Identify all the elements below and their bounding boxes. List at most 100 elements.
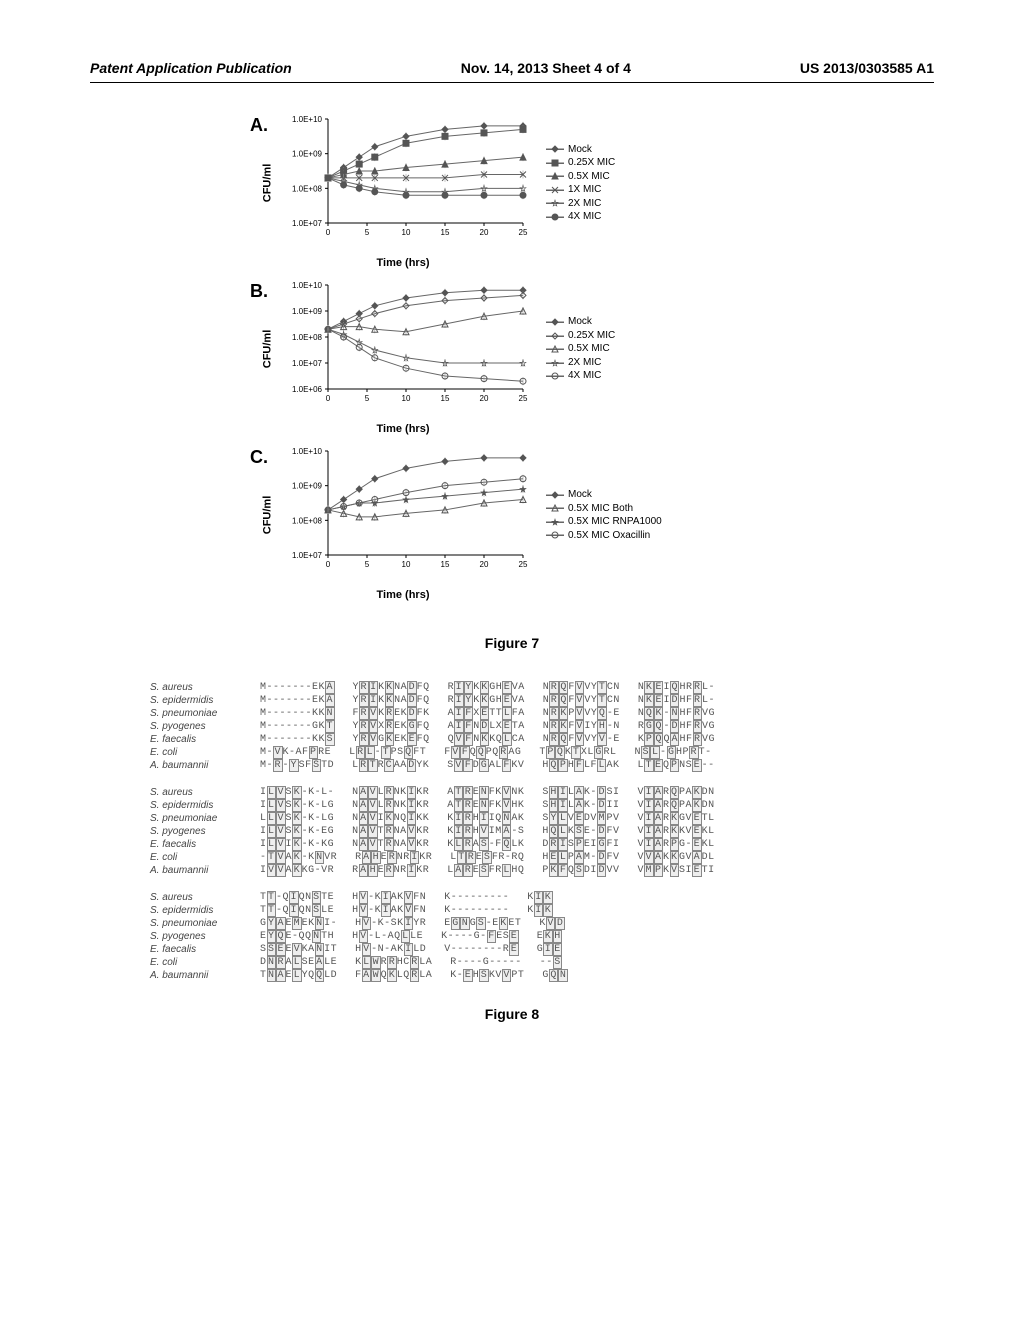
sequence-segment: GYAEMEKNI-	[260, 917, 337, 930]
alignment-row: E. faecalisSSEEVKANITHV-N-AKILDV--------…	[150, 943, 934, 956]
alignment-row: A. baumanniiTNAELYQQLDFAWQKLQRLAK-EHSKVV…	[150, 969, 934, 982]
x-axis-label: Time (hrs)	[377, 589, 430, 601]
sequence-segment: HELPAM-DFV	[542, 851, 619, 864]
chart-legend: Mock 0.5X MIC Both 0.5X MIC RNPA1000	[546, 488, 706, 542]
alignment-row: E. faecalisM-------KKSYRVGKEKEFQQVFNKKQL…	[150, 733, 934, 746]
sequence-segment: NAVLRNKIKR	[352, 799, 429, 812]
species-label: A. baumannii	[150, 969, 260, 982]
species-label: E. coli	[150, 746, 260, 759]
sequence-segment: RAHERNRIKR	[355, 851, 432, 864]
sequence-segment: VIARKKVEKL	[637, 825, 714, 838]
species-label: S. pneumoniae	[150, 812, 260, 825]
sequence-segment: NRQFVVYV-E	[543, 733, 620, 746]
species-label: S. aureus	[150, 891, 260, 904]
y-axis-label: CFU/ml	[261, 496, 273, 535]
svg-text:15: 15	[441, 228, 450, 237]
sequence-segment: LARESFRLHQ	[447, 864, 524, 877]
alignment-row: S. pyogenesM-------GKTYRVXREKGFQAIFNDLXE…	[150, 720, 934, 733]
sequence-segment: TPQKTXLGRL	[539, 746, 616, 759]
sequence-segment: KLWRRHCRLA	[355, 956, 432, 969]
alignment-row: S. aureusILVSK-K-L-NAVLRNKIKRATRENFKVNKS…	[150, 786, 934, 799]
y-axis-label: CFU/ml	[261, 164, 273, 203]
page: Patent Application Publication Nov. 14, …	[0, 0, 1024, 1320]
panel-label: A.	[250, 113, 278, 136]
legend-marker-icon	[546, 172, 564, 180]
species-label: S. aureus	[150, 786, 260, 799]
species-label: E. coli	[150, 956, 260, 969]
sequence-segment: EYQE-QQNTH	[260, 930, 334, 943]
legend-label: 2X MIC	[568, 356, 601, 370]
legend-label: Mock	[568, 315, 592, 329]
svg-text:10: 10	[402, 394, 411, 403]
sequence-segment: SYLVEDVMPV	[542, 812, 619, 825]
sequence-segment: M-------KKN	[260, 707, 335, 720]
sequence-segment: LRTRCAADYK	[352, 759, 429, 772]
species-label: S. pyogenes	[150, 930, 260, 943]
legend-item: 0.25X MIC	[546, 329, 706, 343]
alignment-row: S. pneumoniaeLLVSK-K-LGNAVIKNQIKKKIRHIIQ…	[150, 812, 934, 825]
legend-label: 2X MIC	[568, 197, 601, 211]
chart-plot: 1.0E+101.0E+091.0E+081.0E+071.0E+0605101…	[278, 279, 528, 419]
svg-text:25: 25	[519, 228, 528, 237]
chart-plot: 1.0E+101.0E+091.0E+081.0E+070510152025 C…	[278, 445, 528, 585]
species-label: S. aureus	[150, 681, 260, 694]
species-label: S. epidermidis	[150, 694, 260, 707]
sequence-segment: KIRHVIMA-S	[447, 825, 524, 838]
sequence-segment: M-------EKA	[260, 694, 335, 707]
sequence-segment: VVAKKGVADL	[637, 851, 714, 864]
sequence-segment: LTRESFR-RQ	[450, 851, 524, 864]
sequence-segment: NKEIQHRRL-	[638, 681, 715, 694]
chart-plot: 1.0E+101.0E+091.0E+081.0E+070510152025 C…	[278, 113, 528, 253]
svg-text:5: 5	[365, 560, 370, 569]
sequence-segment: VIARPG-EKL	[637, 838, 714, 851]
sequence-segment: QVFNKKQLCA	[448, 733, 525, 746]
alignment-row: E. coliM-VK-AFPRELRL-TPSQFTFVFQQPQRAGTPQ…	[150, 746, 934, 759]
sequence-segment: TNAELYQQLD	[260, 969, 337, 982]
species-label: E. faecalis	[150, 733, 260, 746]
sequence-segment: ILVIK-K-KG	[260, 838, 334, 851]
alignment-row: S. pyogenesILVSK-K-EGNAVTRNAVKRKIRHVIMA-…	[150, 825, 934, 838]
alignment-row: S. aureusM-------EKAYRIKKNADFQRIYKKGHEVA…	[150, 681, 934, 694]
svg-text:1.0E+08: 1.0E+08	[292, 516, 323, 525]
sequence-segment: RIYKKGHEVA	[448, 681, 525, 694]
figure-8: S. aureusM-------EKAYRIKKNADFQRIYKKGHEVA…	[150, 681, 934, 982]
svg-text:1.0E+07: 1.0E+07	[292, 219, 323, 228]
species-label: S. pyogenes	[150, 825, 260, 838]
sequence-segment: AIFXETTLFA	[448, 707, 525, 720]
sequence-segment: ILVSK-K-EG	[260, 825, 334, 838]
legend-marker-icon	[546, 359, 564, 367]
legend-item: Mock	[546, 488, 706, 502]
sequence-segment: NSL-GHPRT-	[634, 746, 711, 759]
legend-label: 0.25X MIC	[568, 156, 615, 170]
svg-text:25: 25	[519, 560, 528, 569]
sequence-segment: NRKFVIYH-N	[543, 720, 620, 733]
sequence-segment: ATRENFKVHK	[447, 799, 524, 812]
legend-item: Mock	[546, 143, 706, 157]
chart-panel-B: B. 1.0E+101.0E+091.0E+081.0E+071.0E+0605…	[250, 279, 770, 419]
legend-marker-icon	[546, 372, 564, 380]
sequence-segment: FVFQQPQRAG	[444, 746, 521, 759]
alignment-row: S. epidermidisTT-QIQNSLEHV-KIAKVFNK-----…	[150, 904, 934, 917]
legend-item: 2X MIC	[546, 356, 706, 370]
sequence-segment: GIE	[537, 943, 563, 956]
sequence-segment: HV-K-SKIYR	[355, 917, 426, 930]
panel-label: C.	[250, 445, 278, 468]
legend-label: 0.25X MIC	[568, 329, 615, 343]
header-left: Patent Application Publication	[90, 60, 292, 76]
species-label: S. epidermidis	[150, 799, 260, 812]
species-label: A. baumannii	[150, 759, 260, 772]
svg-text:1.0E+10: 1.0E+10	[292, 115, 323, 124]
y-axis-label: CFU/ml	[261, 330, 273, 369]
legend-item: 2X MIC	[546, 197, 706, 211]
legend-label: 1X MIC	[568, 183, 601, 197]
svg-text:1.0E+09: 1.0E+09	[292, 150, 323, 159]
sequence-segment: EKH	[537, 930, 563, 943]
sequence-segment: YRVXREKGFQ	[353, 720, 430, 733]
sequence-segment: VIARQPAKDN	[637, 799, 714, 812]
legend-item: 0.25X MIC	[546, 156, 706, 170]
legend-item: 0.5X MIC RNPA1000	[546, 515, 706, 529]
sequence-segment: YRIKKNADFQ	[353, 694, 430, 707]
legend-item: 1X MIC	[546, 183, 706, 197]
sequence-segment: ILVSK-K-L-	[260, 786, 334, 799]
legend-item: 4X MIC	[546, 369, 706, 383]
